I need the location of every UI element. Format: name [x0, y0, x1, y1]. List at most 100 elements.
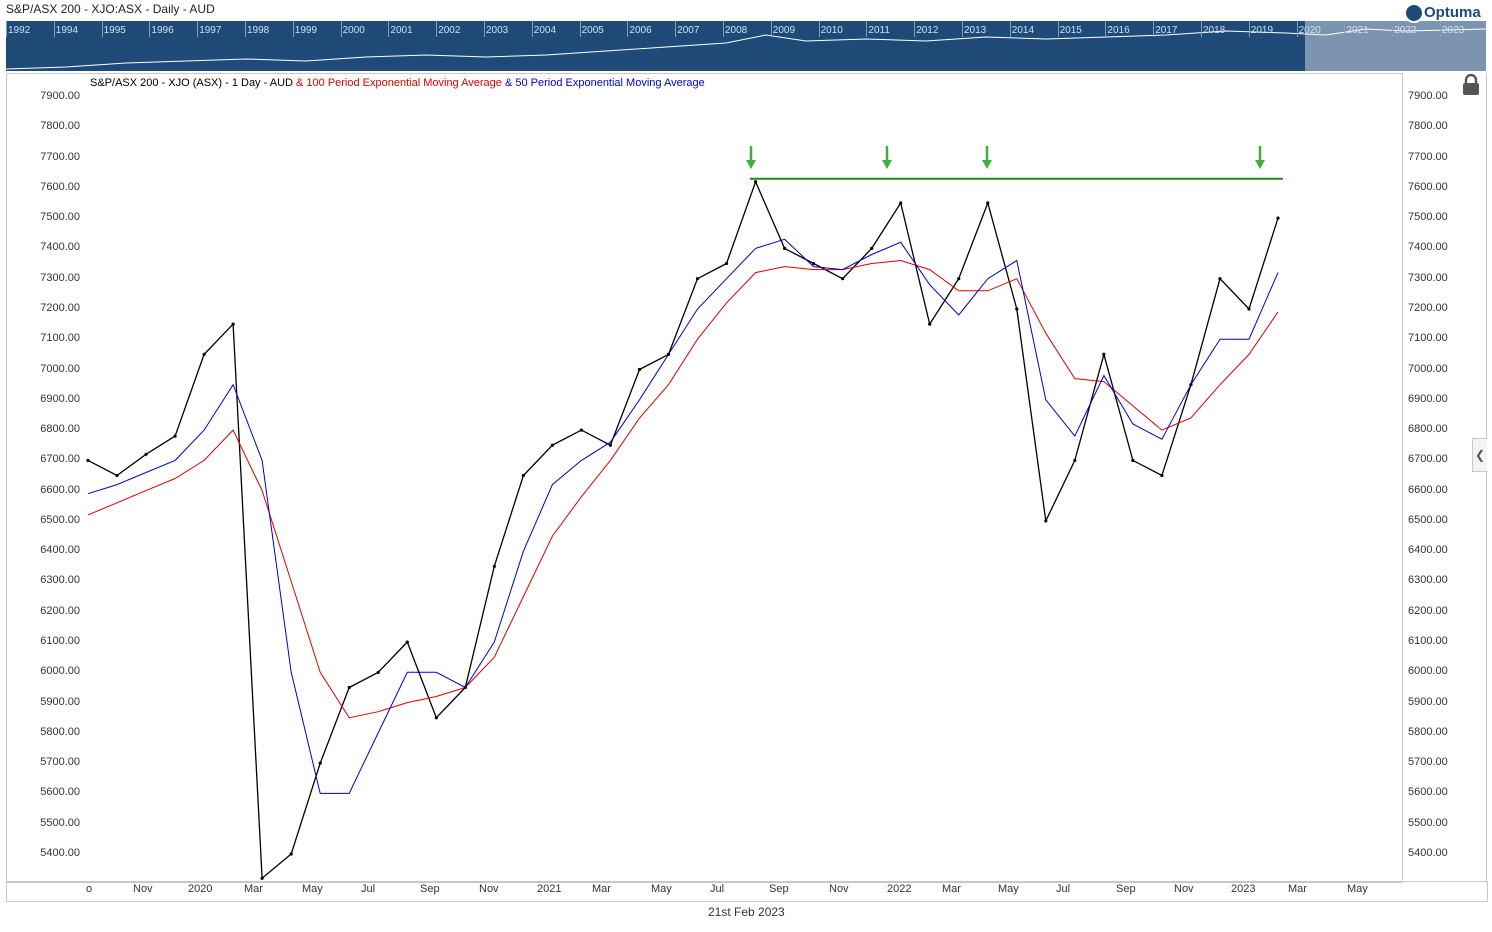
price-point	[521, 473, 525, 478]
navigator-year-label: 2013	[964, 25, 987, 36]
navigator-year-label: 2005	[581, 25, 604, 36]
price-point	[1044, 519, 1048, 523]
navigator-year-label: 2010	[820, 25, 843, 36]
navigator-year-label: 2016	[1107, 25, 1130, 36]
navigator-year-label: 2001	[390, 25, 413, 36]
plot-area[interactable]	[6, 73, 1403, 883]
navigator-year-label: 1994	[55, 25, 79, 36]
navigator-year-tick	[101, 21, 103, 37]
y-tick-label-right: 7700.00	[1408, 150, 1448, 163]
y-tick-label-left: 7200.00	[40, 301, 80, 314]
x-tick-label: May	[651, 883, 672, 895]
navigator-year-label: 2015	[1059, 25, 1082, 36]
y-tick-label-left: 6600.00	[40, 483, 80, 496]
price-point	[463, 685, 467, 690]
navigator-year-label: 2007	[677, 25, 700, 36]
footer-date: 21st Feb 2023	[708, 905, 785, 919]
navigator-year-label: 2021	[1346, 25, 1369, 36]
navigator-year-tick	[1105, 21, 1107, 37]
y-tick-label-right: 7100.00	[1408, 332, 1448, 345]
y-tick-label-right: 5600.00	[1408, 786, 1448, 799]
navigator-year-label: 2009	[772, 25, 796, 36]
x-tick-label: Mar	[244, 883, 263, 895]
navigator-year-tick	[340, 21, 342, 37]
price-point	[1015, 307, 1019, 311]
price-point	[144, 452, 148, 456]
price-point	[289, 852, 293, 856]
y-tick-label-right: 7900.00	[1408, 90, 1448, 102]
price-point	[202, 352, 206, 356]
price-point	[782, 246, 787, 250]
x-tick-label: Nov	[1174, 883, 1194, 895]
navigator-line	[6, 28, 1486, 70]
price-point	[986, 201, 990, 205]
navigator-year-label: 2000	[342, 25, 365, 36]
navigator-year-tick	[579, 21, 581, 37]
price-point	[724, 261, 729, 266]
collapse-panel-button[interactable]: ❮	[1472, 438, 1487, 472]
navigator-year-tick	[962, 21, 963, 37]
y-tick-label-left: 6800.00	[40, 423, 80, 436]
navigator-year-label: 2011	[868, 25, 890, 36]
y-tick-label-right: 7500.00	[1408, 211, 1448, 224]
y-tick-label-left: 5600.00	[40, 786, 80, 799]
y-tick-label-left: 7800.00	[40, 120, 80, 133]
navigator-year-tick	[1392, 21, 1394, 37]
legend-ema50: & 50 Period Exponential Moving Average	[504, 77, 705, 89]
peak-arrow-head	[1255, 160, 1265, 169]
price-point	[812, 261, 816, 266]
lock-icon[interactable]	[1460, 73, 1482, 96]
time-axis[interactable]	[6, 881, 1488, 902]
price-point	[1131, 458, 1135, 462]
window-title: S&P/ASX 200 - XJO:ASX - Daily - AUD	[6, 2, 215, 16]
peak-arrow-head	[982, 160, 992, 169]
navigator-year-tick	[436, 21, 438, 37]
y-tick-label-right: 7300.00	[1408, 271, 1448, 284]
y-tick-label-right: 6500.00	[1408, 513, 1448, 526]
price-point	[579, 428, 584, 432]
y-tick-label-right: 7400.00	[1408, 241, 1448, 254]
navigator-year-label: 2003	[486, 25, 509, 36]
price-point	[1102, 352, 1106, 356]
price-point	[753, 180, 758, 184]
price-point	[637, 367, 642, 372]
y-tick-label-right: 7000.00	[1408, 362, 1448, 375]
x-tick-label: Jul	[361, 883, 376, 895]
y-tick-label-right: 5900.00	[1408, 695, 1448, 708]
price-point	[1247, 307, 1251, 311]
legend-main-series: S&P/ASX 200 - XJO (ASX) - 1 Day - AUD	[90, 77, 293, 89]
navigator-year-tick	[1344, 21, 1346, 37]
price-point	[957, 277, 961, 281]
navigator-year-label: 1998	[247, 25, 270, 36]
price-point	[260, 876, 264, 880]
x-tick-label: Sep	[769, 883, 789, 895]
x-tick-label: Sep	[1116, 883, 1136, 895]
y-tick-label-right: 6200.00	[1408, 604, 1448, 617]
navigator-year-label: 1996	[151, 25, 174, 36]
y-tick-label-left: 6400.00	[40, 544, 80, 557]
y-tick-label-left: 5700.00	[40, 756, 80, 769]
navigator-year-tick	[388, 21, 390, 37]
y-tick-label-right: 5400.00	[1408, 847, 1448, 859]
y-tick-label-right: 5700.00	[1408, 756, 1448, 769]
price-point	[608, 443, 613, 447]
price-point	[347, 685, 351, 690]
navigator-year-tick	[6, 21, 7, 37]
price-point	[318, 761, 322, 765]
y-tick-label-left: 5500.00	[40, 816, 80, 829]
x-tick-label: May	[998, 883, 1019, 895]
navigator-year-tick	[866, 21, 868, 37]
price-point	[550, 443, 554, 447]
x-tick-label: Jul	[1056, 883, 1071, 895]
navigator-year-label: 2012	[916, 25, 939, 36]
x-tick-label: 2020	[188, 883, 213, 895]
y-tick-label-left: 6900.00	[40, 392, 80, 405]
navigator-year-tick	[1009, 21, 1011, 37]
y-tick-label-left: 6700.00	[40, 453, 80, 466]
navigator-strip[interactable]: 1992 1994 1995 1996 1997 1998 1999 2000 2001 2002…	[6, 21, 1486, 71]
y-tick-label-left: 6100.00	[40, 635, 80, 648]
y-tick-label-right: 6300.00	[1408, 574, 1448, 587]
x-tick-label: Nov	[479, 883, 499, 895]
y-tick-label-left: 5900.00	[40, 695, 80, 708]
